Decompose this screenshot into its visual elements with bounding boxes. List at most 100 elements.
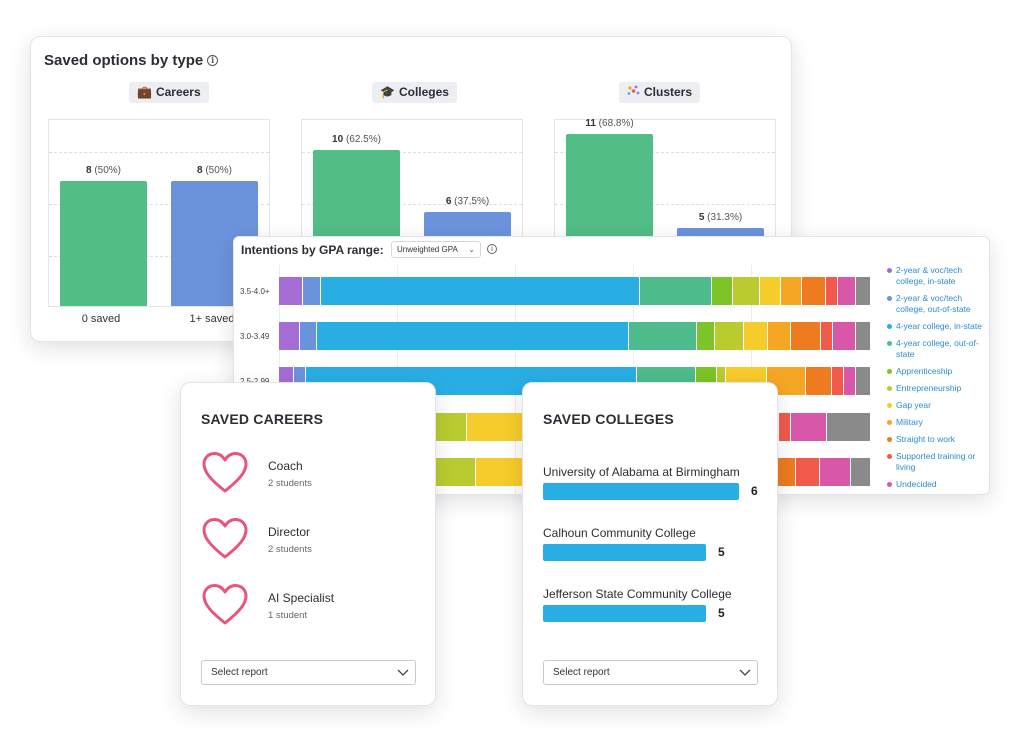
legend-item[interactable]: Gap year [886,400,986,411]
gpa-segment[interactable] [744,322,768,350]
gpa-segment[interactable] [321,277,640,305]
gpa-segment[interactable] [844,367,857,395]
legend-item[interactable]: Straight to work [886,434,986,445]
gpa-segment[interactable] [790,413,827,441]
legend-dot-icon [887,482,892,487]
gpa-segment[interactable] [467,413,531,441]
career-item[interactable]: AI Specialist 1 student [201,583,421,631]
career-count: 1 student [268,610,308,621]
bar-label: 8 (50%) [85,165,122,176]
gpa-segment[interactable] [832,322,857,350]
legend-item[interactable]: Supported training or living [886,451,986,473]
bar-careers-0-saved[interactable] [60,181,147,306]
heart-icon[interactable] [201,583,249,627]
bar-label: 5 (31.3%) [698,212,743,223]
gpa-stacked-bar[interactable] [279,277,871,305]
gpa-segment[interactable] [795,458,820,486]
gpa-segment[interactable] [820,322,833,350]
gpa-segment[interactable] [759,277,781,305]
college-item[interactable]: Jefferson State Community College 5 [543,587,768,627]
gpa-segment[interactable] [629,322,698,350]
gpa-stacked-bar[interactable] [279,322,871,350]
college-name: Calhoun Community College [543,526,696,540]
careers-plot: 8 (50%) 8 (50%) [48,119,270,307]
gpa-segment[interactable] [856,322,871,350]
gpa-segment[interactable] [303,277,322,305]
saved-colleges-card: SAVED COLLEGES University of Alabama at … [522,382,778,706]
legend-item[interactable]: 4-year college, out-of-state [886,338,986,360]
gpa-segment[interactable] [856,367,871,395]
saved-colleges-title: SAVED COLLEGES [543,411,674,427]
gpa-segment[interactable] [767,322,792,350]
select-report-dropdown[interactable]: Select report [201,660,416,685]
gpa-type-select[interactable]: Unweighted GPA ⌄ [391,241,481,258]
legend-label: Supported training or living [896,451,976,472]
legend-item[interactable]: Undecided [886,479,986,490]
gpa-segment[interactable] [819,458,852,486]
chevron-down-icon [739,661,751,693]
info-icon[interactable]: i [207,55,219,66]
career-name: Director [268,525,311,539]
career-count: 2 students [268,478,312,489]
gpa-segment[interactable] [780,277,802,305]
gpa-segment[interactable] [832,367,845,395]
college-item[interactable]: Calhoun Community College 5 [543,526,768,566]
college-item[interactable]: University of Alabama at Birmingham 6 [543,465,768,505]
legend-item[interactable]: 2-year & voc/tech college, out-of-state [886,293,986,315]
gpa-segment[interactable] [791,322,821,350]
college-name: Jefferson State Community College [543,587,732,601]
legend-item[interactable]: 4-year college, in-state [886,321,986,332]
gpa-segment[interactable] [279,322,300,350]
legend-dot-icon [887,420,892,425]
career-item[interactable]: Director 2 students [201,517,421,565]
gpa-segment[interactable] [714,322,745,350]
legend-label: Undecided [896,479,937,489]
gpa-segment[interactable] [801,277,826,305]
gpa-segment[interactable] [697,322,715,350]
gpa-row-label: 3.5-4.0+ [240,287,270,296]
gpa-segment[interactable] [293,367,306,395]
chevron-down-icon: ⌄ [468,245,475,254]
chip-careers: 💼 Careers [129,82,209,103]
bar-label: 6 (37.5%) [445,196,490,207]
gpa-segment[interactable] [837,277,856,305]
gpa-segment[interactable] [855,277,871,305]
gpa-segment[interactable] [826,413,871,441]
college-name: University of Alabama at Birmingham [543,465,740,479]
legend-dot-icon [887,369,892,374]
gpa-segment[interactable] [299,322,318,350]
gpa-segment[interactable] [805,367,833,395]
chip-clusters: Clusters [619,82,701,103]
legend-item[interactable]: Apprenticeship [886,366,986,377]
briefcase-icon: 💼 [137,85,152,99]
gpa-row-label: 3.0-3.49 [240,332,270,341]
heart-icon[interactable] [201,517,249,561]
info-icon[interactable]: i [487,244,497,254]
bar-label: 11 (68.8%) [585,118,634,129]
college-count: 6 [751,484,758,498]
legend-dot-icon [887,296,892,301]
gpa-segment[interactable] [732,277,760,305]
chip-colleges: 🎓 Colleges [372,82,457,103]
saved-careers-title: SAVED CAREERS [201,411,324,427]
gpa-segment[interactable] [779,413,791,441]
gpa-segment[interactable] [825,277,838,305]
select-report-dropdown[interactable]: Select report [543,660,758,685]
college-bar [543,605,706,622]
legend-item[interactable]: Entrepreneurship [886,383,986,394]
gpa-segment[interactable] [279,277,304,305]
gpa-segment[interactable] [639,277,712,305]
gpa-legend: 2-year & voc/tech college, in-state 2-yea… [886,265,986,495]
bar-label: 10 (62.5%) [332,134,381,145]
cluster-dots-icon [627,82,640,103]
legend-item[interactable]: Military [886,417,986,428]
legend-dot-icon [887,403,892,408]
heart-icon[interactable] [201,451,249,495]
career-item[interactable]: Coach 2 students [201,451,421,499]
gpa-segment[interactable] [717,367,726,395]
legend-item[interactable]: 2-year & voc/tech college, in-state [886,265,986,287]
graduation-cap-icon: 🎓 [380,85,395,99]
gpa-segment[interactable] [711,277,733,305]
gpa-segment[interactable] [317,322,630,350]
gpa-segment[interactable] [851,458,871,486]
